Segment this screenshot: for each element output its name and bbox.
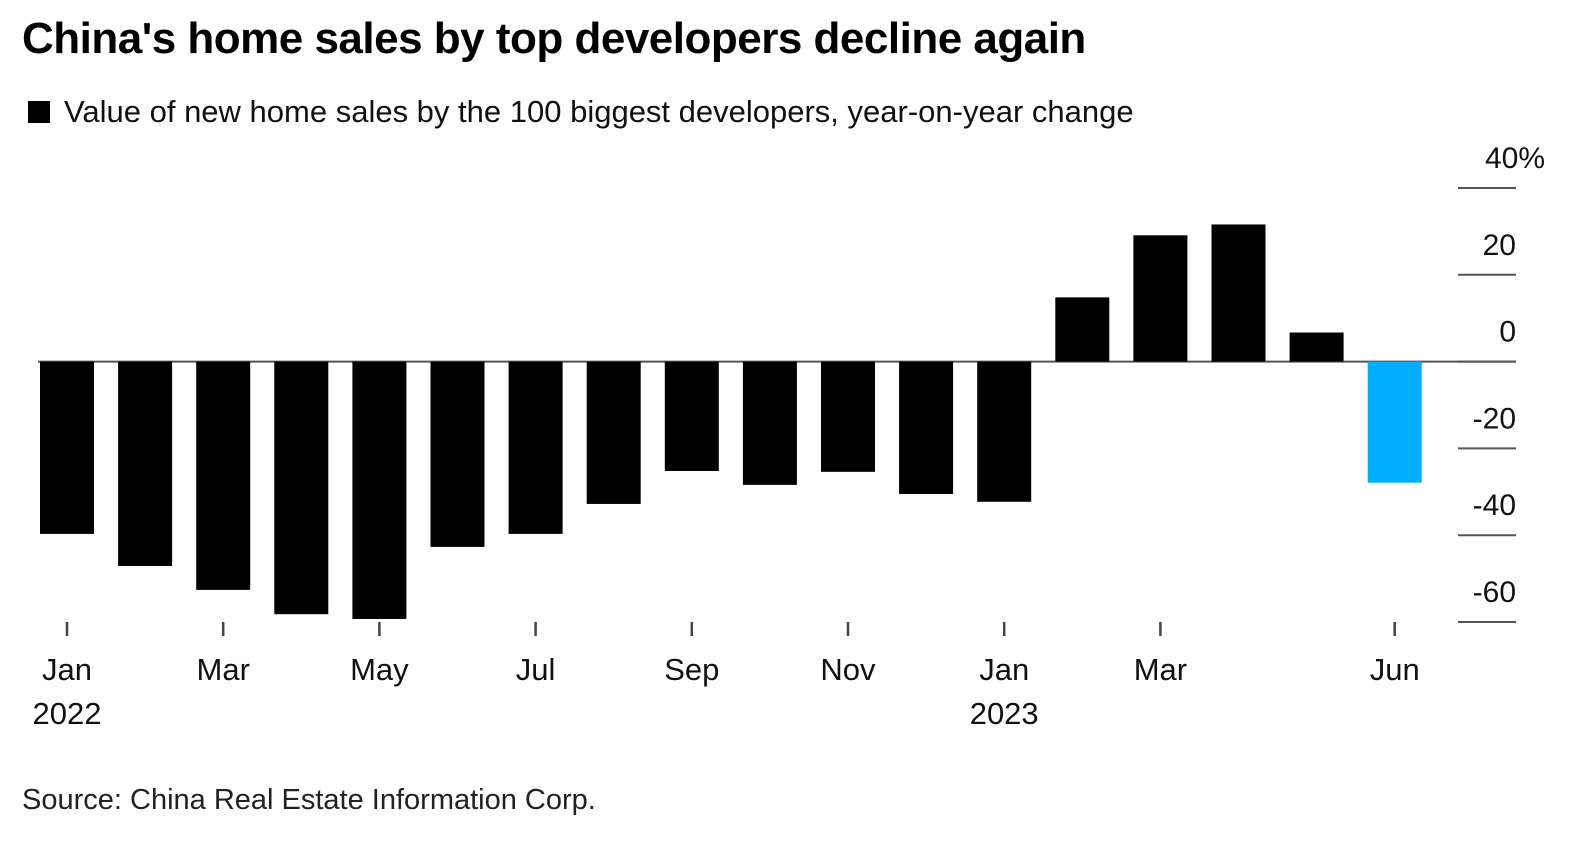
y-tick-label: 0 (1499, 316, 1516, 349)
bar (1211, 224, 1266, 362)
bar (118, 361, 173, 567)
y-tick-label: -60 (1473, 576, 1516, 609)
bar (664, 361, 719, 471)
bar (1133, 235, 1188, 362)
y-tick-label: -40 (1473, 489, 1516, 522)
bar (508, 361, 563, 534)
bar (196, 361, 251, 590)
x-tick-year-label: 2022 (33, 696, 102, 731)
legend: Value of new home sales by the 100 bigge… (28, 94, 1134, 130)
x-tick-label: Nov (820, 652, 876, 687)
x-tick-label: Jan (42, 652, 92, 687)
bar (821, 361, 875, 472)
legend-swatch (28, 101, 50, 123)
chart-title: China's home sales by top developers dec… (22, 14, 1086, 63)
y-tick-label: -20 (1473, 402, 1516, 435)
x-tick-label: Mar (1134, 652, 1187, 687)
bar (274, 361, 329, 615)
legend-label: Value of new home sales by the 100 bigge… (64, 94, 1134, 129)
bar (1055, 297, 1110, 362)
bar (977, 361, 1032, 502)
bar (899, 361, 954, 494)
source-note: Source: China Real Estate Information Co… (22, 784, 596, 816)
x-tick-year-label: 2023 (970, 696, 1039, 731)
bar (40, 361, 94, 534)
bar (1289, 332, 1344, 362)
x-tick-label: May (350, 652, 409, 687)
x-tick-label: Jan (979, 652, 1029, 687)
bar (742, 361, 797, 485)
bar (430, 361, 485, 547)
x-tick-label: Sep (664, 652, 719, 687)
bar (586, 361, 641, 504)
x-tick-label: Mar (197, 652, 250, 687)
bar (352, 361, 407, 619)
y-tick-label: 20 (1483, 229, 1516, 262)
bar (1367, 361, 1422, 483)
x-tick-label: Jul (516, 652, 556, 687)
x-tick-label: Jun (1370, 652, 1420, 687)
y-tick-label: 40% (1485, 142, 1545, 175)
